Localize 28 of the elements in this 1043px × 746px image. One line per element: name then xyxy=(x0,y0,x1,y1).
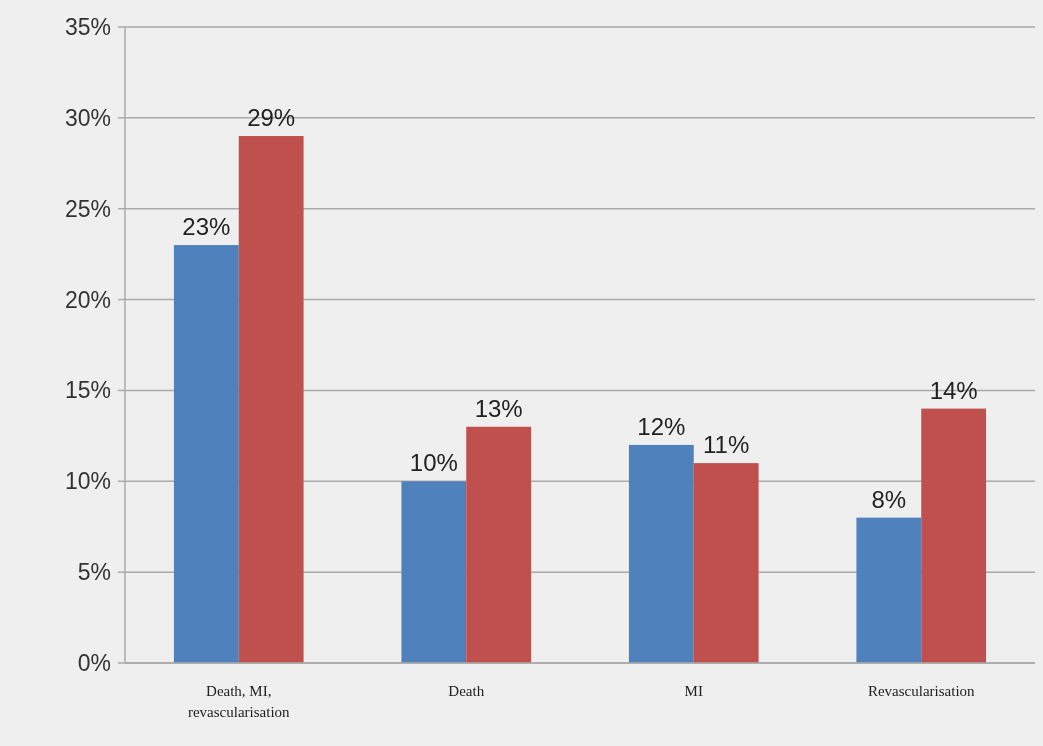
y-tick-label: 35% xyxy=(64,14,111,41)
y-tick-label: 5% xyxy=(77,559,111,586)
y-tick-label: 10% xyxy=(64,468,111,495)
bar xyxy=(401,481,467,663)
y-tick-label: 25% xyxy=(64,195,111,222)
data-label: 23% xyxy=(182,213,231,241)
data-label: 12% xyxy=(637,412,686,440)
y-tick-label: 30% xyxy=(64,104,111,131)
y-tick-label: 20% xyxy=(64,286,111,313)
data-label: 14% xyxy=(929,376,978,404)
data-label: 11% xyxy=(703,431,750,459)
y-tick-label: 0% xyxy=(77,650,111,677)
bar xyxy=(693,463,759,663)
data-label: 29% xyxy=(247,104,296,132)
y-tick-label: 15% xyxy=(64,377,111,404)
data-label: 10% xyxy=(409,449,458,477)
x-tick-label: Death, MI, revascularisation xyxy=(187,683,291,720)
bar xyxy=(921,408,987,663)
bar xyxy=(466,426,532,663)
bar xyxy=(238,136,304,663)
bar xyxy=(856,517,922,663)
data-label: 13% xyxy=(474,394,523,422)
x-tick-label: Death xyxy=(448,683,485,699)
bar xyxy=(173,245,239,663)
bar xyxy=(628,444,694,663)
x-tick-label: Revascularisation xyxy=(867,683,976,699)
x-tick-label: MI xyxy=(684,683,703,699)
data-label: 8% xyxy=(871,485,907,513)
